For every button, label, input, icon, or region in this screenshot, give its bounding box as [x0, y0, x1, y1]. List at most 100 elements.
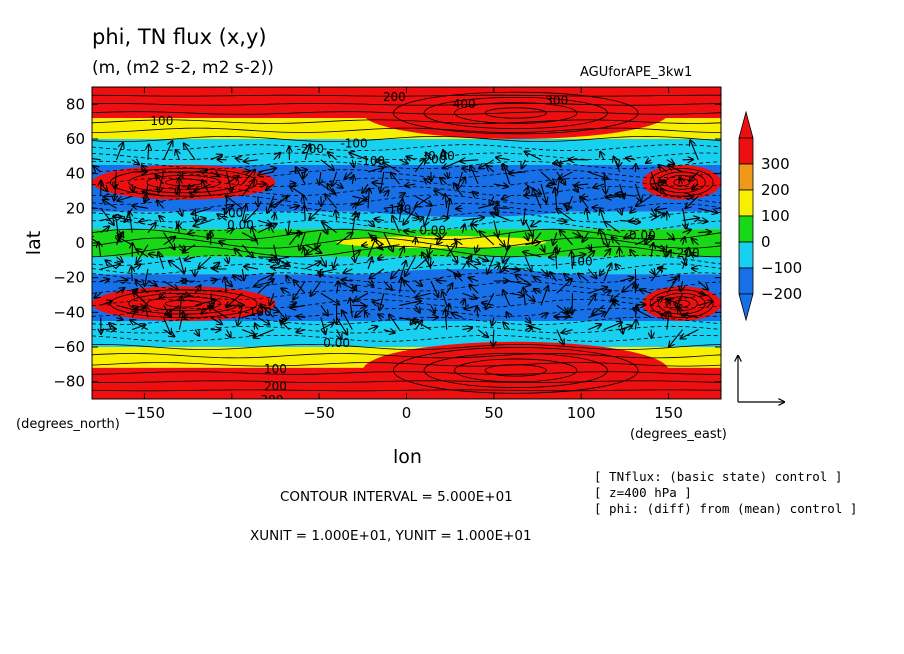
contour-line — [92, 362, 721, 367]
colorbar-label: −200 — [761, 285, 802, 303]
flux-arrow — [271, 267, 290, 269]
flux-arrow — [398, 261, 406, 282]
flux-arrow — [342, 311, 353, 330]
flux-arrow — [136, 281, 149, 294]
flux-arrow — [534, 289, 542, 293]
flux-arrow — [258, 172, 274, 175]
flux-arrow — [227, 329, 231, 338]
flux-arrow — [599, 229, 605, 245]
contour-label: 200 — [383, 90, 406, 104]
flux-arrow — [600, 268, 604, 275]
flux-arrow — [698, 301, 712, 305]
colorbar-segment — [738, 267, 754, 295]
flux-arrow — [525, 232, 528, 241]
flux-arrow — [367, 232, 382, 249]
flux-arrow — [289, 183, 295, 184]
flux-arrow — [523, 208, 525, 224]
flux-arrow — [629, 220, 636, 221]
flux-arrow — [211, 280, 217, 282]
flux-arrow — [572, 254, 585, 257]
y-tick-label: −40 — [53, 303, 85, 321]
x-tick-label: 150 — [654, 404, 683, 422]
flux-arrow — [132, 183, 133, 192]
flux-arrow — [477, 329, 488, 337]
flux-arrow — [430, 232, 441, 239]
flux-arrow — [147, 223, 156, 233]
flux-arrow — [383, 330, 395, 333]
flux-arrow — [179, 296, 181, 318]
colorbar-label: 0 — [761, 233, 771, 251]
contour-label: -100 — [340, 137, 367, 151]
flux-arrow — [227, 281, 233, 286]
flux-arrow — [379, 293, 385, 310]
flux-arrow — [603, 264, 611, 282]
flux-arrow — [600, 152, 604, 161]
flux-arrow — [471, 224, 479, 233]
flux-arrow — [689, 171, 699, 181]
flux-arrow — [254, 329, 274, 338]
flux-arrow — [400, 247, 404, 258]
flux-arrow — [525, 183, 540, 194]
flux-arrow — [100, 226, 109, 234]
flux-arrow — [296, 167, 306, 185]
colorbar: 300 200 100 0 −100 −200 — [738, 110, 802, 322]
flux-arrow — [502, 196, 510, 199]
contour-label: 0.00 — [227, 218, 254, 232]
y-tick-label: 40 — [66, 165, 85, 183]
flux-arrow — [116, 318, 122, 320]
flux-arrow — [389, 315, 400, 330]
flux-arrow — [392, 216, 401, 233]
contour-line — [92, 135, 721, 143]
flux-arrow — [320, 292, 339, 304]
flux-arrow — [429, 244, 431, 255]
flux-arrow — [116, 304, 136, 310]
flux-arrow — [661, 188, 668, 197]
flux-arrow — [603, 249, 610, 258]
flux-arrow — [236, 158, 243, 160]
flux-arrow — [147, 281, 157, 285]
band — [92, 139, 721, 165]
flux-arrow — [291, 305, 306, 308]
flux-arrow — [95, 293, 102, 298]
flux-arrow — [367, 326, 377, 329]
flux-arrow — [692, 268, 699, 269]
flux-arrow — [380, 171, 383, 192]
flux-arrow — [553, 232, 557, 245]
flux-arrow — [142, 165, 149, 173]
flux-arrow — [281, 288, 290, 293]
flux-arrow — [241, 232, 256, 241]
flux-arrow — [391, 173, 400, 185]
flux-arrow — [587, 251, 594, 258]
chart-title: phi, TN flux (x,y) — [92, 25, 267, 49]
flux-arrow — [185, 257, 196, 260]
flux-arrow — [462, 328, 472, 330]
flux-arrow — [581, 196, 589, 198]
flux-arrow — [612, 237, 621, 246]
flux-arrow — [636, 195, 652, 206]
flux-arrow — [352, 203, 356, 208]
flux-arrow — [503, 322, 511, 331]
flux-arrow — [559, 171, 573, 179]
colorbar-segment — [738, 241, 754, 269]
flux-arrow — [179, 172, 182, 177]
flux-arrow — [289, 233, 302, 234]
flux-arrow — [494, 264, 499, 269]
flux-arrow — [139, 220, 148, 221]
flux-arrow — [321, 256, 326, 267]
flux-arrow — [219, 241, 227, 244]
flux-arrow — [192, 207, 211, 214]
flux-arrow — [226, 196, 243, 209]
flux-arrow — [618, 159, 619, 167]
flux-arrow — [447, 171, 448, 178]
flux-arrow — [163, 280, 178, 290]
flux-arrow — [524, 292, 534, 301]
flux-arrow — [658, 268, 667, 269]
flux-arrow — [244, 160, 259, 162]
flux-arrow — [129, 212, 132, 233]
flux-arrow — [241, 180, 254, 197]
flux-arrow — [337, 184, 343, 188]
flux-arrow — [241, 170, 255, 185]
flux-arrow — [336, 280, 356, 290]
contour-label: 0.00 — [323, 336, 350, 350]
